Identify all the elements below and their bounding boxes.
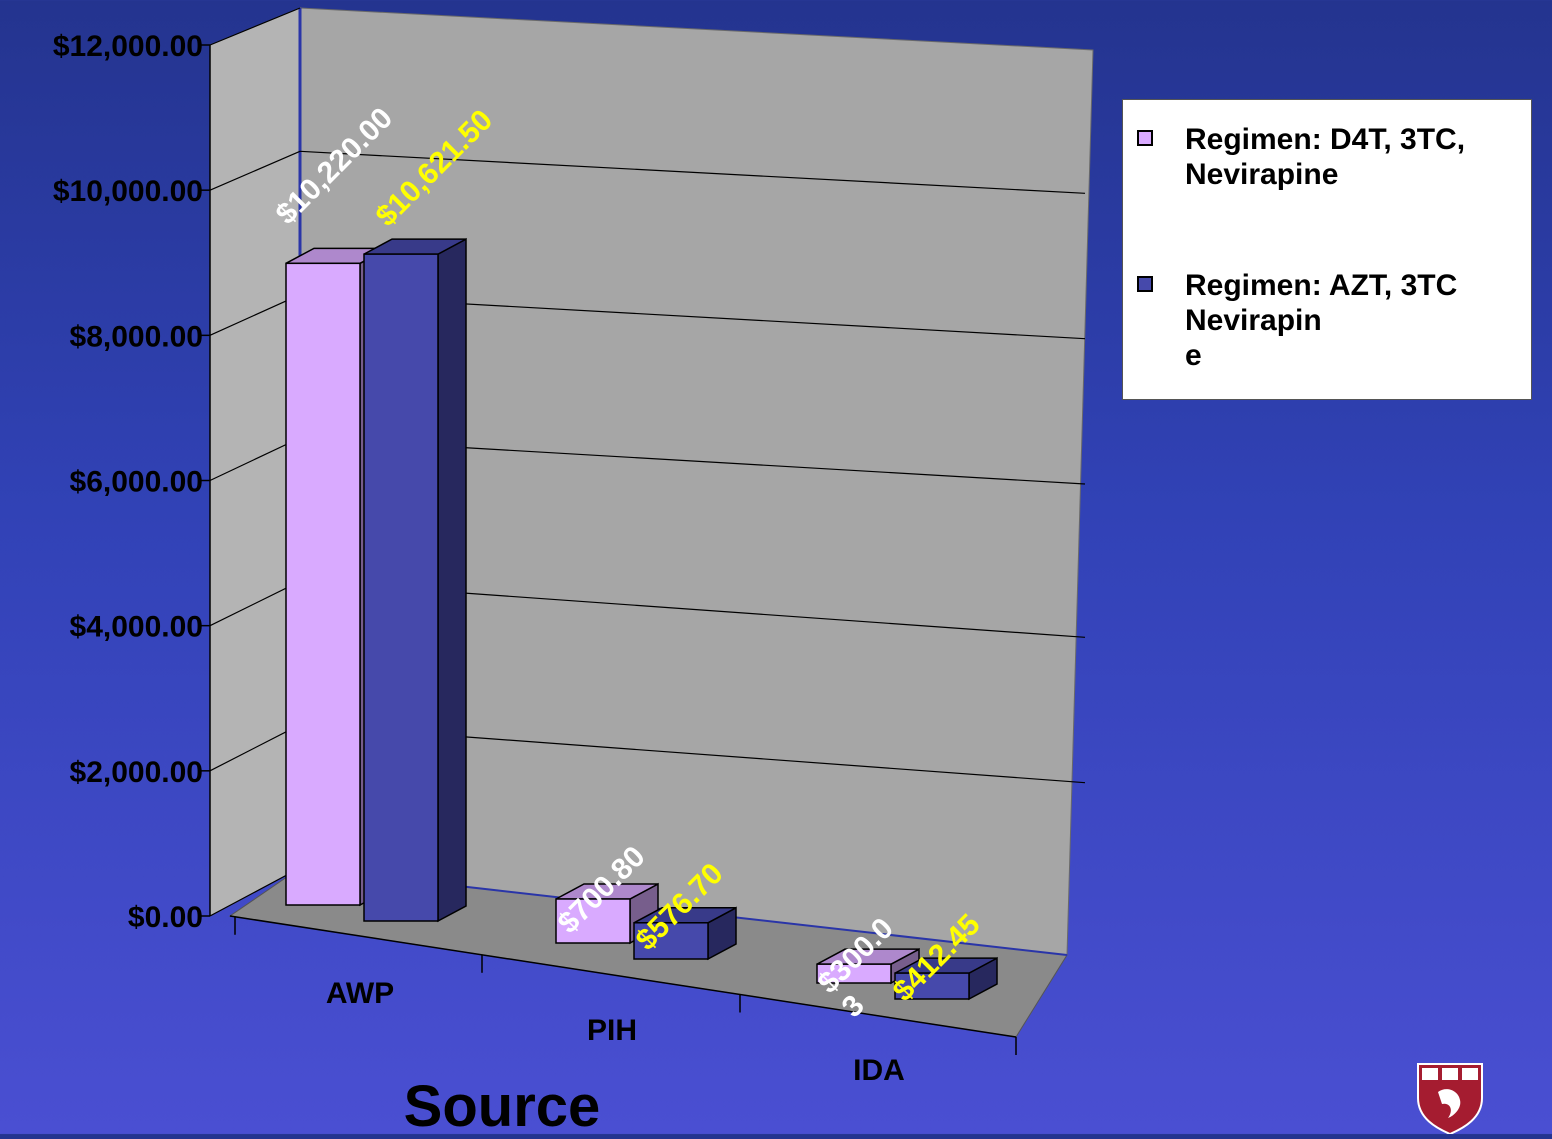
gridline [299,150,1086,194]
harvard-shield-icon [1412,1062,1488,1136]
y-tick-label: $0.00 [128,901,203,934]
legend-swatch [1137,276,1153,292]
bar-front [285,262,361,906]
gridline-side [209,867,301,917]
x-tick-label: AWP [326,977,394,1010]
legend-label: Regimen: D4T, 3TC, Nevirapine [1185,123,1466,191]
y-axis: $0.00 $2,000.00 $4,000.00 $6,000.00 $8,000.0… [53,30,211,934]
y-tick-label: $8,000.00 [70,320,203,353]
gridline-side [209,437,301,482]
gridline-side [209,7,301,46]
bar [363,237,467,923]
y-tick-label: $4,000.00 [70,611,203,644]
y-tick-label: $6,000.00 [70,466,203,499]
x-axis-title: Source [404,1074,601,1134]
bar-front [816,963,892,984]
bar [894,956,998,1001]
bars [285,237,998,1001]
legend-label: Regimen: AZT, 3TC Nevirapin e [1185,269,1458,372]
x-axis: AWP PIH IDA [229,915,1017,1087]
y-tick-label: $12,000.00 [53,30,203,63]
x-tick-label: PIH [587,1014,637,1047]
bar-front [633,922,709,960]
bar [633,906,737,961]
gridline-side [209,580,301,627]
bar-side [437,237,467,923]
gridline-side [209,150,301,191]
bar [816,947,920,985]
x-axis-line [229,915,1017,1038]
legend-swatch [1137,130,1153,146]
legend: Regimen: D4T, 3TC, Nevirapine Regimen: AZ… [1122,99,1532,400]
y-tick-label: $10,000.00 [53,175,203,208]
gridline-side [209,294,301,336]
y-tick-label: $2,000.00 [70,756,203,789]
x-tick-label: IDA [853,1054,905,1087]
bar-front [555,898,631,944]
gridline-side [209,724,301,772]
bar-front [363,253,439,922]
bar-front [894,972,970,1000]
